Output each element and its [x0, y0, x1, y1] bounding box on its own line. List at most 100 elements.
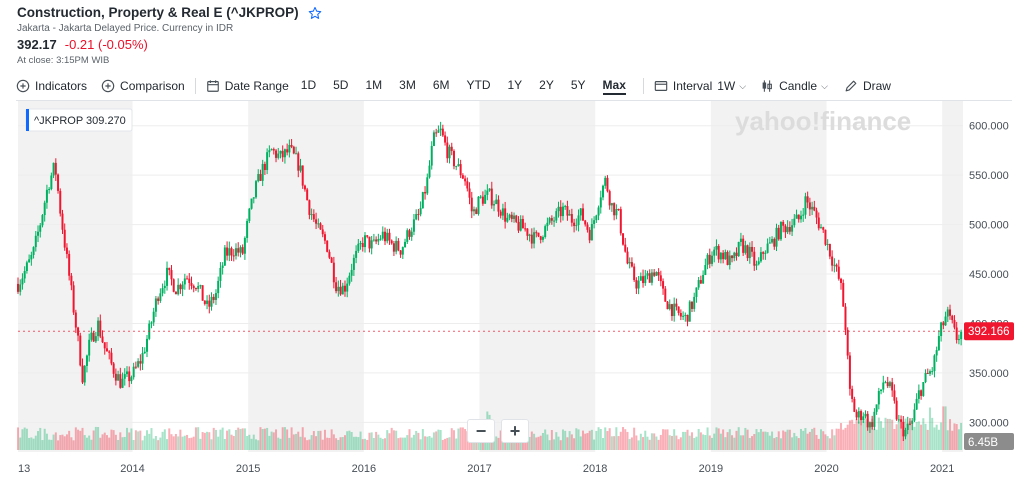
candle-body [323, 234, 326, 241]
candle-body [504, 208, 507, 222]
candle-body [315, 219, 318, 224]
interval-dropdown[interactable]: Interval 1W ⌵ [654, 79, 746, 93]
volume-bar [163, 429, 166, 450]
candle-body [715, 245, 718, 250]
volume-bar [615, 427, 618, 450]
candle-body [559, 206, 562, 217]
volume-bar [744, 427, 747, 450]
volume-bar [579, 436, 582, 450]
volume-bar [401, 437, 404, 450]
candle-body [350, 269, 353, 276]
volume-bar [679, 437, 682, 450]
candle-body [795, 214, 798, 219]
range-tab-1d[interactable]: 1D [300, 77, 317, 92]
volume-bar [379, 437, 382, 450]
candle-body [139, 361, 142, 364]
candle-body [444, 135, 447, 143]
volume-bar [384, 438, 387, 450]
chart-type-dropdown[interactable]: Candle ⌵ [760, 79, 828, 93]
volume-bar [906, 423, 909, 450]
candle-body [513, 215, 516, 219]
candle-body [232, 255, 235, 257]
volume-bar [286, 429, 289, 450]
volume-bar [855, 418, 858, 450]
volume-bar [630, 437, 633, 450]
draw-button[interactable]: Draw [844, 79, 891, 93]
volume-bar [724, 437, 727, 450]
volume-bar [937, 429, 940, 450]
candle-body [404, 241, 407, 248]
candle-body [586, 224, 589, 230]
yahoo-finance-watermark: yahoo!finance [735, 106, 911, 136]
volume-bar [206, 431, 209, 450]
volume-bar [935, 424, 938, 450]
candle-body [377, 239, 380, 242]
range-tab-5y[interactable]: 5Y [570, 77, 586, 92]
volume-bar [831, 429, 834, 450]
candle-body [693, 296, 696, 309]
candle-body [146, 338, 149, 352]
indicators-button[interactable]: Indicators [16, 79, 87, 93]
volume-bar [252, 434, 255, 450]
candle-body [682, 315, 685, 317]
chevron-down-icon: ⌵ [821, 80, 828, 91]
volume-bar [684, 431, 687, 450]
candle-body [43, 202, 46, 216]
range-tab-1y[interactable]: 1Y [507, 77, 523, 92]
volume-bar [817, 438, 820, 450]
candle-body [428, 165, 431, 178]
volume-bar [501, 438, 504, 450]
range-tab-2y[interactable]: 2Y [539, 77, 554, 92]
volume-bar [439, 430, 442, 450]
candle-body [192, 285, 195, 289]
range-tab-max[interactable]: Max [602, 78, 626, 95]
candle-body [388, 232, 391, 241]
volume-bar [364, 438, 367, 450]
date-range-button[interactable]: Date Range [206, 79, 289, 93]
candle-icon [762, 80, 772, 92]
volume-bar [695, 436, 698, 450]
range-tab-3m[interactable]: 3M [399, 77, 416, 92]
volume-bar [510, 438, 513, 450]
volume-bar [234, 429, 237, 450]
volume-bar [346, 431, 349, 450]
volume-bar [255, 439, 258, 450]
volume-bar [306, 440, 309, 450]
range-tab-1m[interactable]: 1M [365, 77, 383, 92]
volume-bar [508, 437, 511, 450]
range-tab-ytd[interactable]: YTD [466, 77, 491, 92]
volume-bar [134, 430, 137, 450]
candle-body [808, 202, 811, 210]
comparison-button[interactable]: Comparison [101, 79, 185, 93]
candle-body [70, 275, 73, 286]
volume-bar [43, 428, 46, 450]
volume-bar [953, 423, 956, 450]
candle-body [390, 240, 393, 244]
candle-body [664, 288, 667, 302]
price-chart[interactable]: 300.000350.000400.000450.000500.000550.0… [0, 101, 1024, 477]
candle-body [212, 296, 215, 300]
volume-bar [259, 427, 262, 450]
volume-bar [39, 427, 42, 450]
candle-body [210, 296, 213, 307]
range-tab-6m[interactable]: 6M [432, 77, 450, 92]
candle-body [828, 244, 831, 257]
volume-bar [99, 437, 102, 450]
candle-body [717, 245, 720, 260]
volume-bar [546, 434, 549, 450]
volume-bar [848, 420, 851, 450]
zoom-in-button[interactable]: + [501, 419, 529, 443]
volume-bar [230, 434, 233, 450]
range-tab-5d[interactable]: 5D [333, 77, 349, 92]
candle-body [920, 390, 923, 396]
candle-body [946, 309, 949, 317]
candle-body [744, 245, 747, 253]
candle-body [257, 174, 260, 182]
volume-bar [722, 429, 725, 450]
star-icon[interactable] [308, 6, 322, 20]
zoom-out-button[interactable]: − [467, 419, 495, 443]
volume-bar [448, 437, 451, 450]
volume-bar [648, 439, 651, 450]
candle-body [659, 275, 662, 282]
candle-body [206, 300, 209, 304]
